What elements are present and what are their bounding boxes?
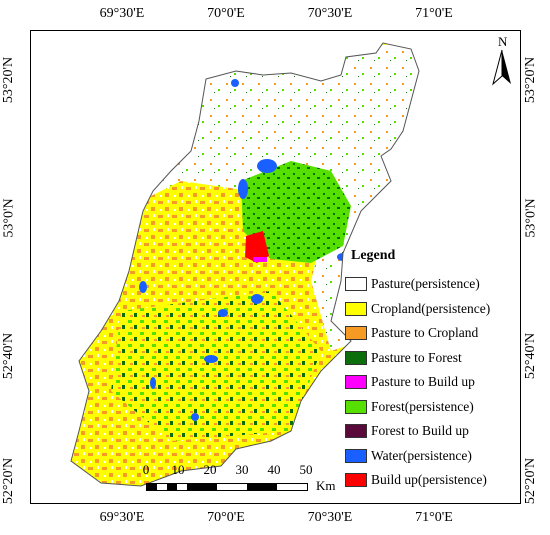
legend-items: Pasture(persistence) Cropland(persistence… bbox=[345, 272, 520, 493]
coord-label-bottom-2: 70°0'E bbox=[207, 510, 245, 525]
legend-item: Forest(persistence) bbox=[345, 395, 520, 420]
legend-title: Legend bbox=[351, 248, 396, 263]
legend-swatch bbox=[345, 375, 367, 390]
scale-tick-label: 0 bbox=[142, 462, 150, 477]
legend-swatch bbox=[345, 301, 367, 316]
legend-label: Pasture to Build up bbox=[371, 374, 475, 390]
scale-unit: Km bbox=[316, 478, 336, 493]
legend-label: Pasture to Cropland bbox=[371, 325, 479, 341]
legend-label: Pasture to Forest bbox=[371, 349, 462, 365]
legend-label: Cropland(persistence) bbox=[371, 300, 491, 316]
legend-label: Build up(persistence) bbox=[371, 472, 487, 488]
legend-label: Forest(persistence) bbox=[371, 398, 474, 414]
legend-item: Pasture to Cropland bbox=[345, 321, 520, 346]
legend-swatch bbox=[345, 350, 367, 365]
coord-label-right-1: 53°20'N bbox=[523, 56, 539, 104]
legend-item: Pasture to Build up bbox=[345, 370, 520, 395]
legend-swatch bbox=[345, 326, 367, 341]
scale-bar-graphic bbox=[146, 483, 308, 491]
legend-item: Water(persistence) bbox=[345, 444, 520, 469]
legend-swatch bbox=[345, 399, 367, 414]
north-label: N bbox=[498, 34, 508, 49]
legend-label: Pasture(persistence) bbox=[371, 276, 480, 292]
coord-label-right-2: 53°0'N bbox=[523, 198, 539, 238]
coord-label-left-4: 52°20'N bbox=[1, 457, 17, 505]
legend-item: Build up(persistence) bbox=[345, 468, 520, 493]
scale-numbers: 0 10 20 30 40 50 bbox=[140, 462, 360, 478]
north-arrow: N bbox=[487, 34, 517, 86]
coord-label-right-4: 52°20'N bbox=[523, 457, 539, 505]
coord-label-right-3: 52°40'N bbox=[523, 332, 539, 380]
legend-label: Forest to Build up bbox=[371, 423, 469, 439]
legend-label: Water(persistence) bbox=[371, 447, 472, 463]
legend-swatch bbox=[345, 277, 367, 292]
scale-tick-label: 50 bbox=[299, 462, 313, 477]
legend-item: Cropland(persistence) bbox=[345, 297, 520, 322]
legend-item: Forest to Build up bbox=[345, 419, 520, 444]
coord-label-top-1: 69°30'E bbox=[99, 6, 145, 21]
land-cover-map bbox=[70, 42, 420, 487]
scale-tick-label: 30 bbox=[235, 462, 249, 477]
legend-swatch bbox=[345, 424, 367, 439]
coord-label-left-3: 52°40'N bbox=[1, 332, 17, 380]
north-arrow-icon bbox=[492, 50, 511, 86]
coord-label-top-2: 70°0'E bbox=[207, 6, 245, 21]
scale-tick-label: 10 bbox=[171, 462, 185, 477]
map-frame bbox=[30, 30, 521, 504]
coord-label-bottom-4: 71°0'E bbox=[415, 510, 453, 525]
map-legend: Legend Pasture(persistence) Cropland(pers… bbox=[345, 248, 520, 493]
legend-swatch bbox=[345, 448, 367, 463]
coord-label-left-2: 53°0'N bbox=[1, 198, 17, 238]
legend-item: Pasture(persistence) bbox=[345, 272, 520, 297]
coord-label-top-3: 70°30'E bbox=[307, 6, 353, 21]
scale-tick-label: 40 bbox=[267, 462, 281, 477]
scale-tick-label: 20 bbox=[203, 462, 217, 477]
legend-item: Pasture to Forest bbox=[345, 346, 520, 371]
legend-swatch bbox=[345, 473, 367, 488]
coord-label-bottom-3: 70°30'E bbox=[307, 510, 353, 525]
coord-label-left-1: 53°20'N bbox=[1, 56, 17, 104]
coord-label-bottom-1: 69°30'E bbox=[99, 510, 145, 525]
coord-label-top-4: 71°0'E bbox=[415, 6, 453, 21]
